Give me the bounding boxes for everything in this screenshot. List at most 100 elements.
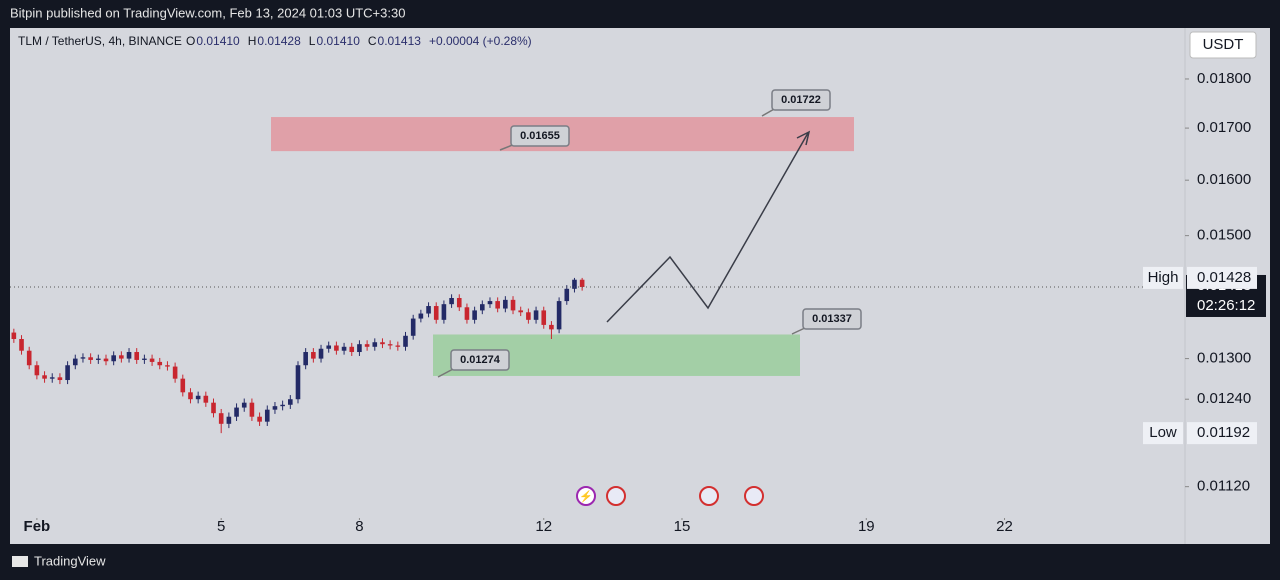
callout-label: 0.01655	[520, 130, 560, 142]
y-tick-label: 0.01600	[1197, 171, 1251, 188]
candle-body	[295, 365, 301, 400]
candle-body	[418, 313, 424, 319]
candle-body	[533, 310, 539, 320]
low-label-box	[1143, 422, 1183, 445]
candle-body	[449, 297, 454, 305]
y-tick-label: 0.01500	[1197, 227, 1251, 244]
callout-label: 0.01337	[812, 313, 852, 325]
candle-body	[111, 355, 116, 362]
event-icon[interactable]	[576, 486, 596, 506]
candle-body	[218, 413, 224, 424]
candle-body	[211, 402, 216, 414]
legend-key: H	[248, 34, 257, 48]
brand-logo	[12, 556, 28, 567]
high-label: High	[1148, 269, 1179, 286]
candle-body	[96, 358, 101, 360]
x-tick-label: Feb	[24, 518, 51, 535]
candle-body	[241, 402, 247, 408]
candle-body	[119, 355, 124, 359]
candle-body	[311, 352, 316, 359]
candle-body	[426, 306, 431, 314]
candle-body	[226, 416, 232, 424]
event-icon[interactable]	[744, 486, 764, 506]
projection-path	[606, 132, 809, 323]
candle-body	[326, 345, 332, 349]
currency: USDT	[1203, 36, 1244, 53]
candle-body	[579, 279, 585, 287]
candle-body	[57, 377, 63, 381]
countdown: 02:26:12	[1197, 297, 1255, 314]
candle-body	[280, 404, 285, 407]
callout-box	[802, 308, 862, 330]
low-label: Low	[1149, 424, 1177, 441]
candle-body	[410, 318, 416, 336]
low-value: 0.01192	[1197, 424, 1250, 441]
candle-body	[80, 357, 86, 359]
y-tick-label: 0.01800	[1197, 70, 1251, 87]
candle-body	[395, 345, 401, 347]
candle-body	[264, 409, 270, 422]
candle-body	[149, 358, 155, 362]
candle-body	[288, 399, 293, 405]
candle-body	[472, 310, 477, 320]
legend-key: C	[368, 34, 377, 48]
candle-body	[334, 345, 339, 351]
candle-body	[564, 288, 570, 302]
candle-body	[249, 402, 255, 417]
candle-body	[349, 346, 355, 353]
candle-body	[72, 358, 78, 366]
y-tick-label: 0.01240	[1197, 390, 1251, 407]
symbol: TLM / TetherUS, 4h, BINANCE	[18, 34, 182, 48]
brand: TradingView	[34, 553, 106, 568]
candle-body	[456, 297, 462, 308]
x-tick-label: 8	[355, 518, 363, 535]
callout-box	[771, 89, 831, 111]
candle-body	[19, 338, 24, 351]
event-icon[interactable]	[699, 486, 719, 506]
callout-label: 0.01722	[781, 94, 821, 106]
chart-panel	[10, 28, 1270, 544]
candle-body	[487, 301, 493, 305]
candle-body	[303, 352, 308, 366]
candle-body	[572, 279, 577, 289]
candle-body	[387, 344, 393, 346]
y-tick-label: 0.01120	[1197, 478, 1250, 495]
legend-key: L	[309, 34, 316, 48]
high-value-box	[1187, 266, 1257, 289]
candle-body	[380, 342, 385, 345]
candle-body	[541, 310, 547, 325]
candle-body	[372, 342, 378, 347]
low-value-box	[1187, 422, 1257, 445]
candle-body	[518, 310, 524, 313]
candle-body	[480, 304, 485, 311]
x-tick-label: 5	[217, 518, 225, 535]
candle-body	[180, 378, 186, 393]
candle-body	[526, 312, 531, 320]
candle-body	[403, 335, 408, 347]
candle-body	[441, 304, 447, 320]
candle-body	[503, 299, 508, 309]
legend-value: 0.01428	[257, 34, 301, 48]
candle-body	[88, 357, 93, 360]
candle-body	[433, 306, 439, 320]
candle-body	[134, 352, 140, 360]
candle-body	[126, 352, 132, 359]
callout-label: 0.01274	[460, 354, 501, 366]
candle-body	[357, 344, 362, 353]
candle-body	[549, 324, 554, 330]
legend-change: +0.00004 (+0.28%)	[429, 34, 532, 48]
candle-body	[188, 392, 193, 400]
event-icons: ⚡	[576, 486, 764, 506]
currency-box[interactable]	[1189, 31, 1257, 59]
event-icon[interactable]	[606, 486, 626, 506]
y-tick-label: 0.01700	[1197, 119, 1251, 136]
x-tick-label: 12	[535, 518, 552, 535]
candle-body	[495, 301, 500, 309]
publisher: Bitpin published on TradingView.com, Feb…	[10, 5, 405, 20]
candle-body	[11, 332, 17, 339]
candle-body	[195, 395, 201, 400]
candle-body	[103, 358, 109, 362]
candle-body	[510, 299, 516, 311]
candle-body	[42, 375, 47, 379]
